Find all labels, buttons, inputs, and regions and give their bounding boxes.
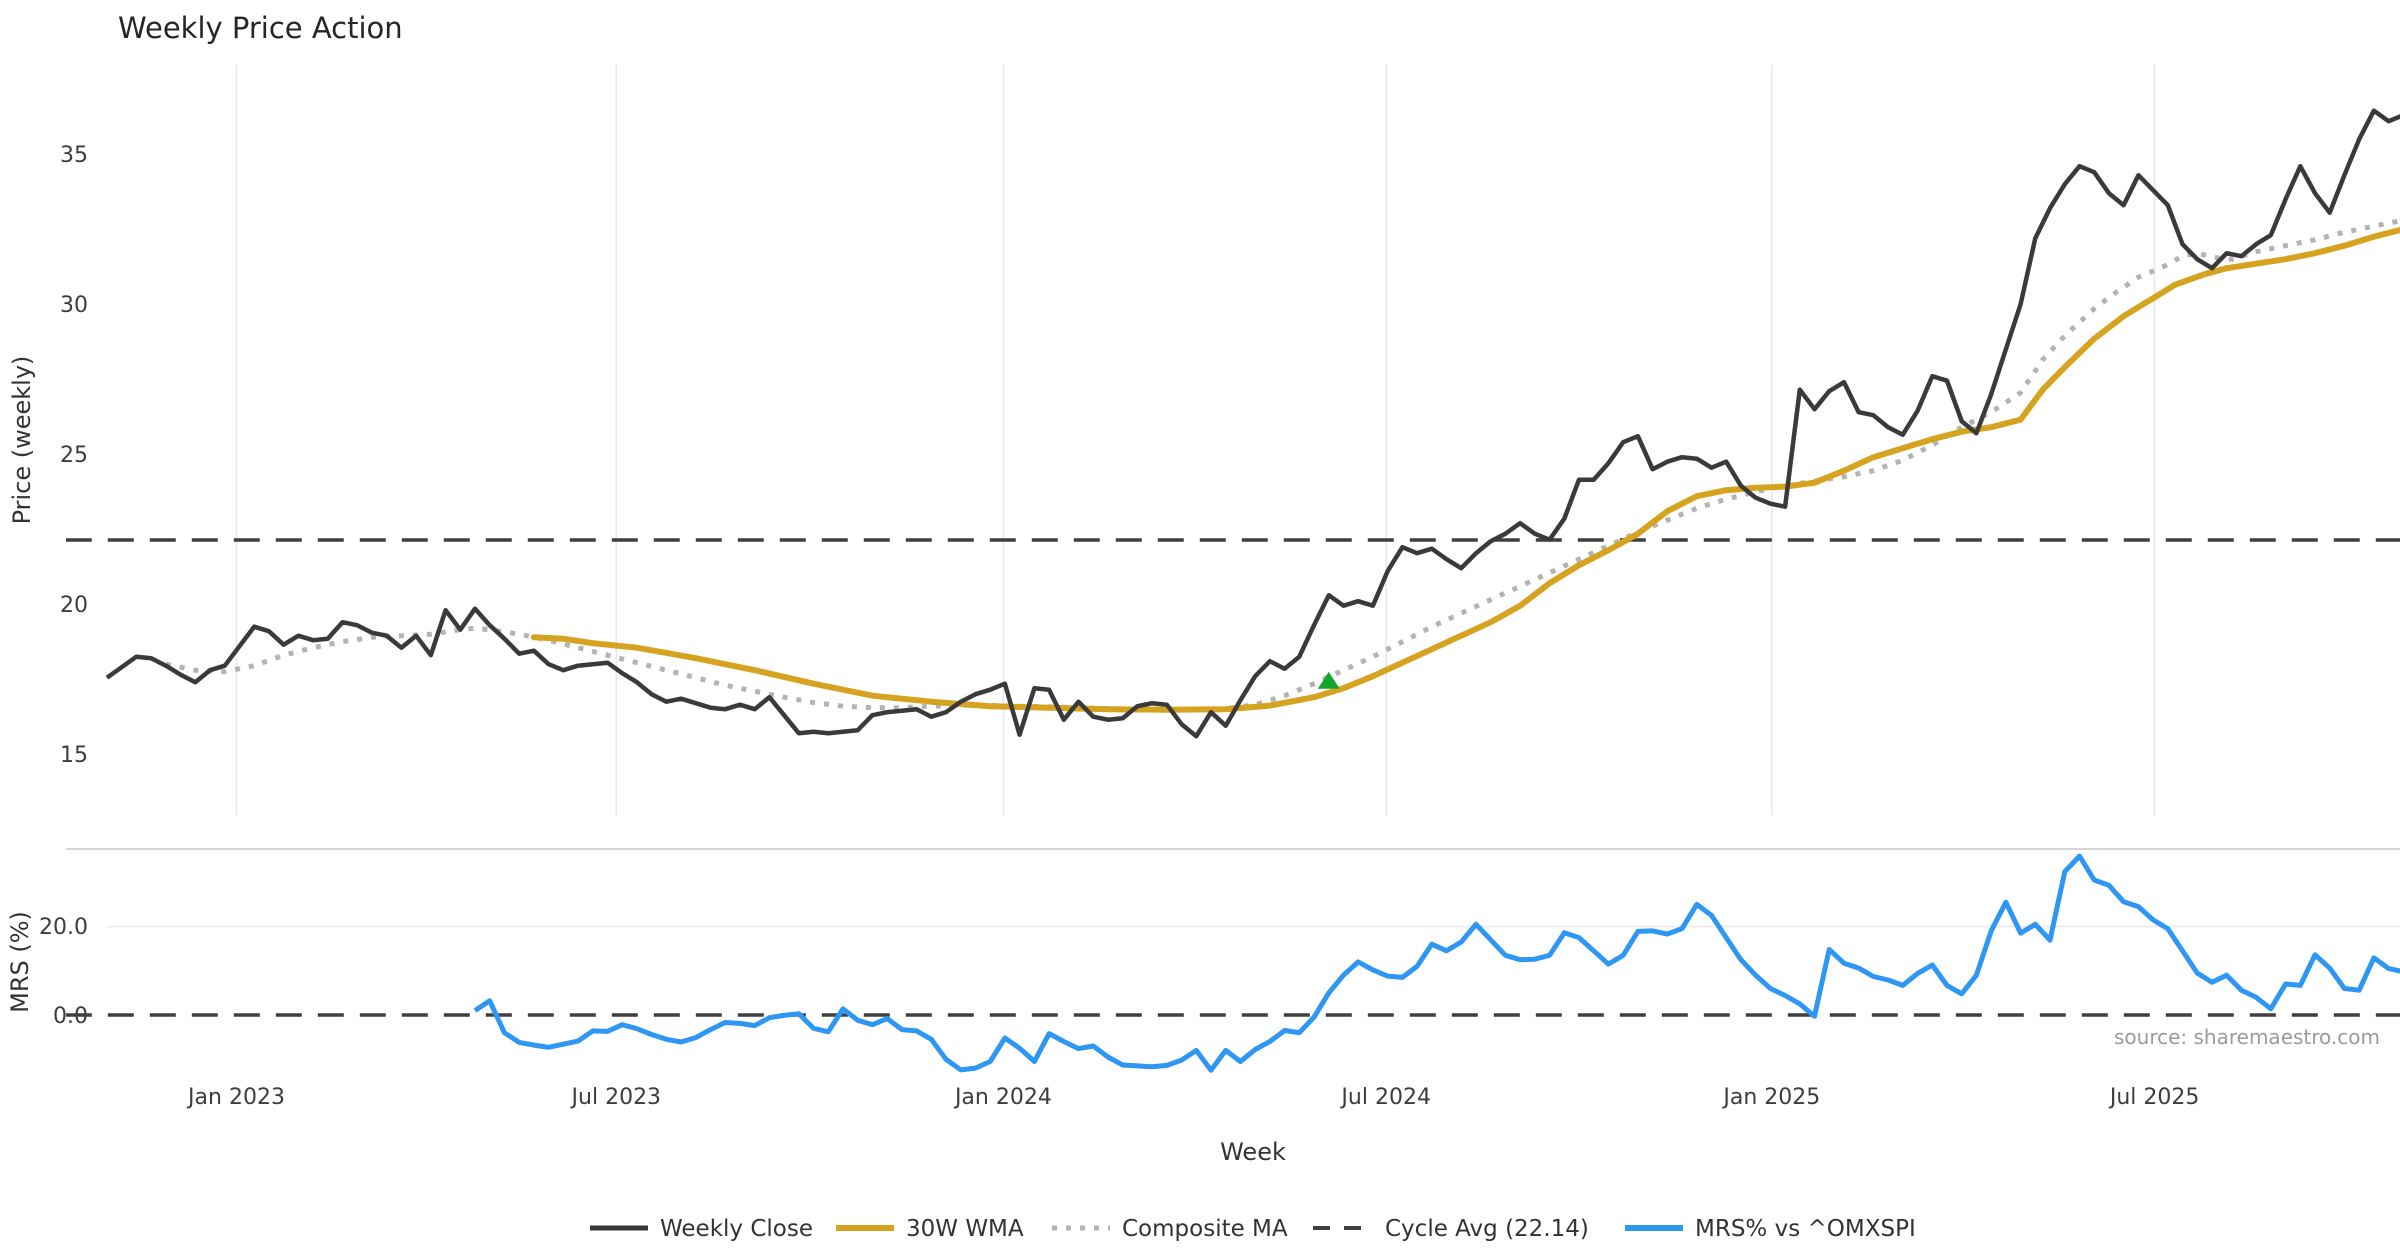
x-gridlines xyxy=(235,65,2156,815)
x-axis-label: Week xyxy=(1220,1138,1286,1166)
price-tick-15: 15 xyxy=(60,743,88,768)
mrs-line xyxy=(473,853,2400,1073)
price-y-axis: 35 30 25 20 15 xyxy=(60,143,88,768)
price-y-axis-label: Price (weekly) xyxy=(8,356,36,525)
x-tick-jan-2024: Jan 2024 xyxy=(953,1085,1052,1110)
mrs-y-axis-label: MRS (%) xyxy=(6,911,34,1013)
legend: Weekly Close 30W WMA Composite MA Cycle … xyxy=(590,1216,1916,1242)
mrs-tick-20: 20.0 xyxy=(39,915,88,940)
legend-label-cycle-avg: Cycle Avg (22.14) xyxy=(1385,1216,1589,1242)
legend-item-cycle-avg: Cycle Avg (22.14) xyxy=(1313,1216,1589,1242)
buy-signal-marker xyxy=(1317,671,1340,689)
legend-label-weekly-close: Weekly Close xyxy=(660,1216,813,1242)
legend-item-mrs: MRS% vs ^OMXSPI xyxy=(1625,1216,1916,1242)
legend-label-mrs: MRS% vs ^OMXSPI xyxy=(1695,1216,1916,1242)
wma-line xyxy=(530,226,2400,713)
legend-label-wma: 30W WMA xyxy=(906,1216,1024,1242)
x-tick-jan-2023: Jan 2023 xyxy=(186,1085,285,1110)
x-tick-jul-2024: Jul 2024 xyxy=(1339,1085,1431,1110)
price-tick-20: 20 xyxy=(60,593,88,618)
x-tick-jul-2023: Jul 2023 xyxy=(570,1085,662,1110)
mrs-y-axis: 20.0 0.0 xyxy=(39,915,88,1029)
price-tick-35: 35 xyxy=(60,143,88,168)
weekly-close-line xyxy=(105,108,2400,739)
legend-item-composite: Composite MA xyxy=(1052,1216,1288,1242)
chart-title: Weekly Price Action xyxy=(118,11,403,45)
x-axis: Jan 2023 Jul 2023 Jan 2024 Jul 2024 Jan … xyxy=(186,1085,2199,1110)
legend-item-weekly-close: Weekly Close xyxy=(590,1216,813,1242)
composite-ma-line xyxy=(165,218,2400,713)
x-tick-jan-2025: Jan 2025 xyxy=(1721,1085,1820,1110)
source-text: source: sharemaestro.com xyxy=(2114,1025,2380,1049)
legend-label-composite: Composite MA xyxy=(1122,1216,1288,1242)
x-tick-jul-2025: Jul 2025 xyxy=(2108,1085,2200,1110)
legend-item-wma: 30W WMA xyxy=(836,1216,1024,1242)
price-tick-25: 25 xyxy=(60,443,88,468)
price-tick-30: 30 xyxy=(60,293,88,318)
